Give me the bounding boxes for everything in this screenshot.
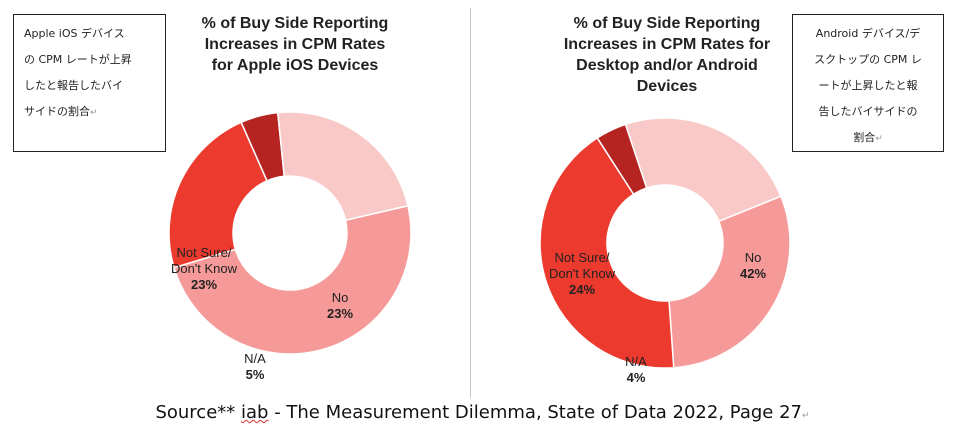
slice-label: No 23% xyxy=(327,290,353,321)
chart-title-line: for Apple iOS Devices xyxy=(211,57,379,74)
source-prefix: Source** xyxy=(155,402,241,423)
note-line: ートが上昇したと報 xyxy=(818,79,918,92)
return-mark: ↵ xyxy=(875,134,883,144)
slice-value-label: 5% xyxy=(246,367,265,382)
slice-label: N/A 5% xyxy=(244,351,266,382)
donut-slice-no xyxy=(168,121,268,269)
note-line: Android デバイス/デ xyxy=(815,27,921,40)
donut-slice-not-sure-don-t-know xyxy=(624,117,782,223)
note-line: したと報告したバイ xyxy=(24,79,123,92)
slice-value-label: 42% xyxy=(740,266,766,281)
chart-title-line: Devices xyxy=(636,78,698,95)
donut-slice-no xyxy=(539,136,675,369)
slice-label: No 42% xyxy=(740,250,766,281)
note-line: Apple iOS デバイス xyxy=(24,27,125,40)
chart-title-apple: % of Buy Side Reporting Increases in CPM … xyxy=(160,13,430,76)
donut-slice-not-sure-don-t-know xyxy=(276,111,409,222)
chart-title-line: Desktop and/or Android xyxy=(576,57,758,74)
note-line: サイドの割合↵ xyxy=(24,105,98,118)
note-line: スクトップの CPM レ xyxy=(814,53,922,66)
slice-label: Not Sure/Don't Know 23% xyxy=(171,245,238,292)
slice-category-label: No xyxy=(332,290,349,305)
source-citation: Source** iab - The Measurement Dilemma, … xyxy=(0,402,965,423)
slice-label: N/A 4% xyxy=(625,354,647,385)
slice-value-label: 24% xyxy=(569,282,595,297)
chart-title-android: % of Buy Side Reporting Increases in CPM … xyxy=(532,13,802,97)
return-mark: ↵ xyxy=(801,411,810,421)
japanese-note-box-apple: Apple iOS デバイスの CPM レートが上昇 したと報告したバイ サイドの割… xyxy=(13,14,166,152)
source-rest: - The Measurement Dilemma, State of Data… xyxy=(268,402,802,423)
slice-category-label: Not Sure/ xyxy=(555,250,610,265)
chart-title-line: Increases in CPM Rates xyxy=(204,36,386,53)
panel-divider xyxy=(470,8,471,398)
slice-category-label: N/A xyxy=(244,351,266,366)
japanese-note-box-android: Android デバイス/デ スクトップの CPM レートが上昇したと報 告したバイ… xyxy=(792,14,944,152)
slice-category-label: Not Sure/ xyxy=(177,245,232,260)
note-line: 告したバイサイドの xyxy=(818,105,918,118)
return-mark: ↵ xyxy=(90,108,98,118)
chart-title-line: % of Buy Side Reporting xyxy=(201,15,389,32)
note-line: 割合↵ xyxy=(853,131,883,144)
donut-slice-yes xyxy=(173,204,412,355)
source-iab: iab xyxy=(241,402,269,423)
chart-title-line: Increases in CPM Rates for xyxy=(563,36,771,53)
note-line: の CPM レートが上昇 xyxy=(24,53,132,66)
slice-value-label: 23% xyxy=(327,306,353,321)
slice-value-label: 4% xyxy=(627,370,646,385)
donut-slice-yes xyxy=(668,195,791,369)
slice-category-label: No xyxy=(745,250,762,265)
slice-category-label: N/A xyxy=(625,354,647,369)
slice-label: Not Sure/Don't Know 24% xyxy=(549,250,616,297)
slice-value-label: 23% xyxy=(191,277,217,292)
slice-category-label: Don't Know xyxy=(171,261,238,276)
chart-title-line: % of Buy Side Reporting xyxy=(573,15,761,32)
slice-category-label: Don't Know xyxy=(549,266,616,281)
